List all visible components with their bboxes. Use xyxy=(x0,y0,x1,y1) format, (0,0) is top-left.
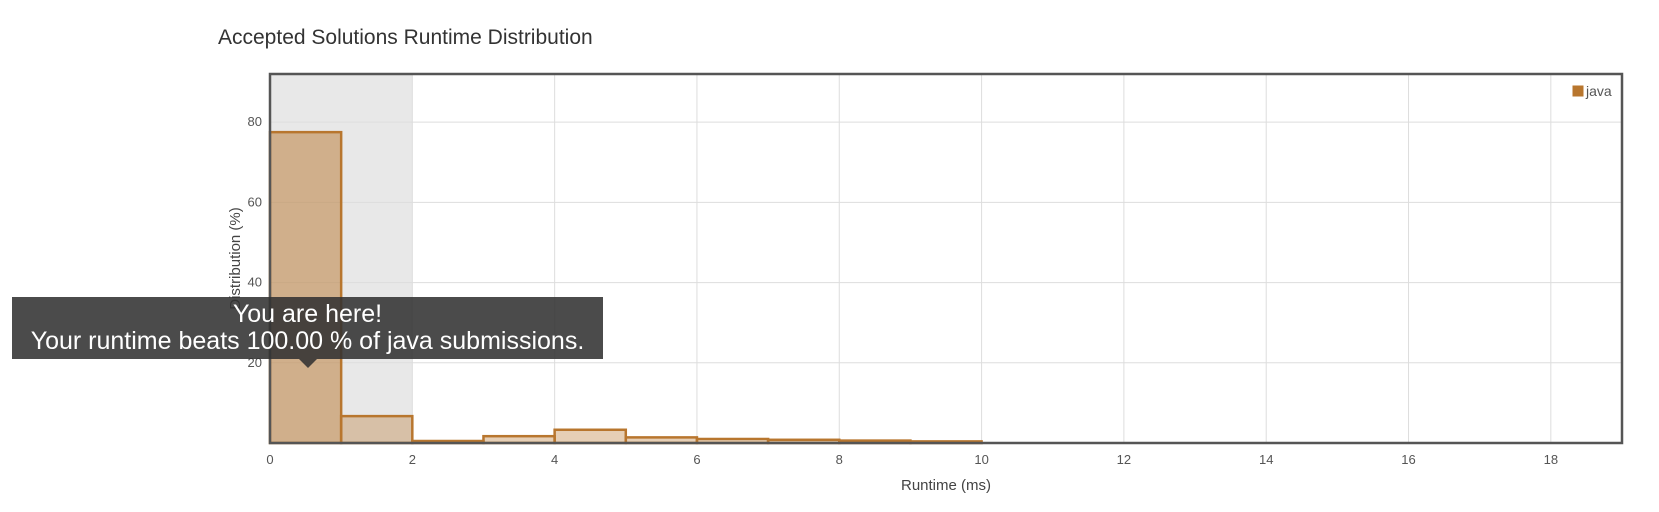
y-axis-label: Distribution (%) xyxy=(227,207,244,310)
x-tick-label: 18 xyxy=(1544,452,1558,467)
histogram-bar[interactable] xyxy=(339,414,414,445)
gridlines xyxy=(270,74,1622,443)
x-tick-labels: 0 2 4 6 8 10 12 14 16 18 xyxy=(266,452,1558,467)
tooltip-arrow xyxy=(299,359,317,368)
x-tick-label: 14 xyxy=(1259,452,1273,467)
x-tick-label: 16 xyxy=(1401,452,1415,467)
plot-frame xyxy=(268,72,1624,445)
chart-title: Accepted Solutions Runtime Distribution xyxy=(218,26,593,49)
legend[interactable]: java xyxy=(1571,83,1612,99)
legend-swatch-java[interactable] xyxy=(1571,84,1585,98)
histogram-bar[interactable] xyxy=(268,130,343,445)
x-axis-label: Runtime (ms) xyxy=(901,477,991,494)
y-tick-label: 60 xyxy=(248,194,262,209)
y-tick-label: 80 xyxy=(248,114,262,129)
y-tick-label: 40 xyxy=(248,275,262,290)
x-tick-label: 6 xyxy=(693,452,700,467)
tooltip-headline: You are here! xyxy=(232,300,383,328)
legend-label-java[interactable]: java xyxy=(1585,83,1612,99)
x-tick-label: 12 xyxy=(1117,452,1131,467)
x-tick-label: 0 xyxy=(266,452,273,467)
runtime-tooltip: You are here! Your runtime beats 100.00 … xyxy=(12,297,603,359)
x-tick-label: 2 xyxy=(409,452,416,467)
x-tick-label: 10 xyxy=(974,452,988,467)
histogram-bar[interactable] xyxy=(553,428,628,445)
tooltip-detail: Your runtime beats 100.00 % of java subm… xyxy=(30,327,585,355)
x-tick-label: 4 xyxy=(551,452,558,467)
x-tick-label: 8 xyxy=(836,452,843,467)
